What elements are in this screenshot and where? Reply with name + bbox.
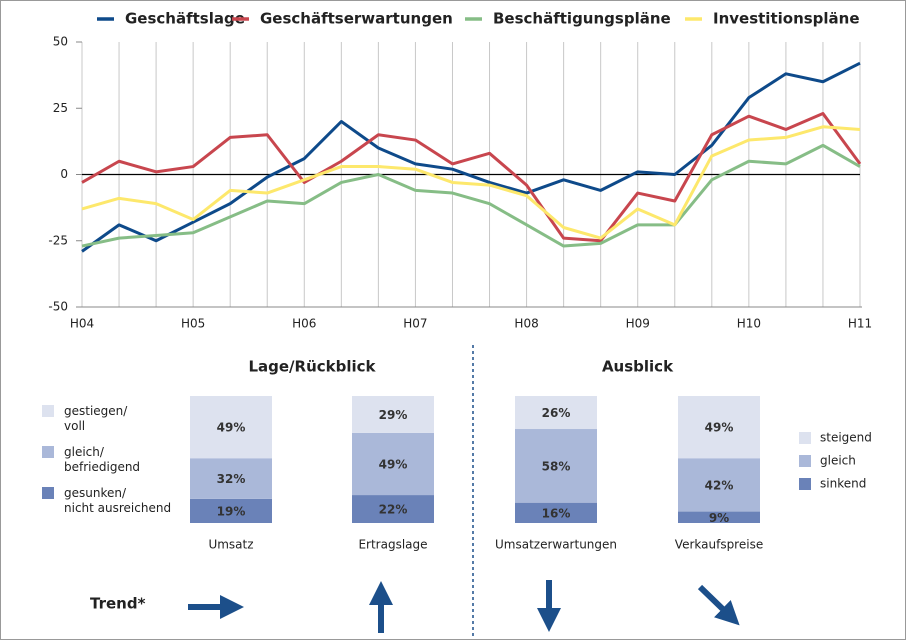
x-tick-label: H08 bbox=[514, 317, 538, 331]
bar-segment bbox=[352, 495, 434, 523]
legend-item: sinkend bbox=[799, 477, 866, 491]
legend-item: gestiegen/voll bbox=[42, 404, 128, 433]
category-label: Umsatz bbox=[208, 538, 253, 552]
trend-arrows bbox=[188, 580, 740, 633]
bar-segment bbox=[515, 502, 597, 523]
x-tick-label: H10 bbox=[737, 317, 761, 331]
bar-segment bbox=[190, 458, 272, 499]
legend-item: Geschäftserwartungen bbox=[232, 10, 453, 28]
bar-segment bbox=[352, 396, 434, 433]
legend-item: gleich/befriedigend bbox=[42, 445, 140, 474]
legend-item: gesunken/nicht ausreichend bbox=[42, 486, 171, 515]
legend-label: Geschäftserwartungen bbox=[260, 10, 453, 28]
legend-label: Investitionspläne bbox=[713, 10, 860, 28]
legend-swatch bbox=[42, 487, 54, 499]
series-line bbox=[81, 125, 861, 240]
legend-swatch bbox=[42, 446, 54, 458]
y-tick-label: 25 bbox=[53, 101, 68, 115]
y-tick-label: 50 bbox=[53, 35, 68, 49]
legend-label: gleich bbox=[820, 454, 856, 468]
x-tick-label: H05 bbox=[181, 317, 205, 331]
series-line bbox=[81, 112, 862, 243]
value-label: 58% bbox=[542, 459, 571, 473]
x-tick-label: H11 bbox=[848, 317, 872, 331]
series-line bbox=[81, 143, 861, 248]
bar-segment bbox=[678, 396, 760, 459]
legend-label: Geschäftslage bbox=[125, 10, 245, 28]
bar-segment bbox=[678, 511, 760, 523]
value-label: 16% bbox=[542, 506, 571, 520]
value-label: 26% bbox=[542, 406, 571, 420]
legend-label: gestiegen/voll bbox=[64, 404, 128, 433]
bar-segment bbox=[515, 396, 597, 430]
legend-label: steigend bbox=[820, 431, 872, 445]
value-label: 49% bbox=[217, 421, 246, 435]
category-label: Verkaufspreise bbox=[675, 538, 763, 552]
bar-segment bbox=[678, 458, 760, 512]
category-label: Umsatzerwartungen bbox=[495, 538, 617, 552]
series-line bbox=[81, 61, 861, 253]
category-label: Ertragslage bbox=[358, 538, 427, 552]
value-label: 29% bbox=[379, 408, 408, 422]
value-label: 49% bbox=[705, 421, 734, 435]
trend-label: Trend* bbox=[90, 595, 146, 613]
x-tick-label: H06 bbox=[292, 317, 316, 331]
bar-segment bbox=[190, 498, 272, 523]
value-label: 19% bbox=[217, 504, 246, 518]
section-title: Lage/Rückblick bbox=[248, 358, 376, 376]
x-tick-label: H04 bbox=[70, 317, 94, 331]
x-tick-label: H09 bbox=[626, 317, 650, 331]
value-label: 42% bbox=[705, 478, 734, 492]
legend-swatch bbox=[42, 405, 54, 417]
legend-swatch bbox=[799, 478, 811, 490]
value-label: 9% bbox=[709, 511, 729, 525]
value-label: 22% bbox=[379, 503, 408, 517]
legend-label: sinkend bbox=[820, 477, 866, 491]
legend-label: gleich/befriedigend bbox=[64, 445, 140, 474]
y-tick-label: -50 bbox=[48, 300, 68, 314]
legend-item: Beschäftigungspläne bbox=[465, 10, 671, 28]
section-title: Ausblick bbox=[602, 358, 674, 376]
bar-segment bbox=[190, 396, 272, 459]
legend-item: steigend bbox=[799, 431, 872, 445]
x-tick-label: H07 bbox=[403, 317, 427, 331]
value-label: 32% bbox=[217, 472, 246, 486]
y-tick-label: 0 bbox=[60, 167, 68, 181]
bar-segment bbox=[352, 432, 434, 496]
trend-arrow bbox=[697, 584, 740, 626]
legend-label: gesunken/nicht ausreichend bbox=[64, 486, 171, 515]
y-tick-label: -25 bbox=[48, 233, 68, 247]
legend-item: Geschäftslage bbox=[97, 10, 245, 28]
legend-swatch bbox=[799, 455, 811, 467]
legend-swatch bbox=[799, 432, 811, 444]
bar-segment bbox=[515, 429, 597, 503]
legend-item: Investitionspläne bbox=[685, 10, 860, 28]
value-label: 49% bbox=[379, 457, 408, 471]
legend-item: gleich bbox=[799, 454, 856, 468]
legend-label: Beschäftigungspläne bbox=[493, 10, 671, 28]
